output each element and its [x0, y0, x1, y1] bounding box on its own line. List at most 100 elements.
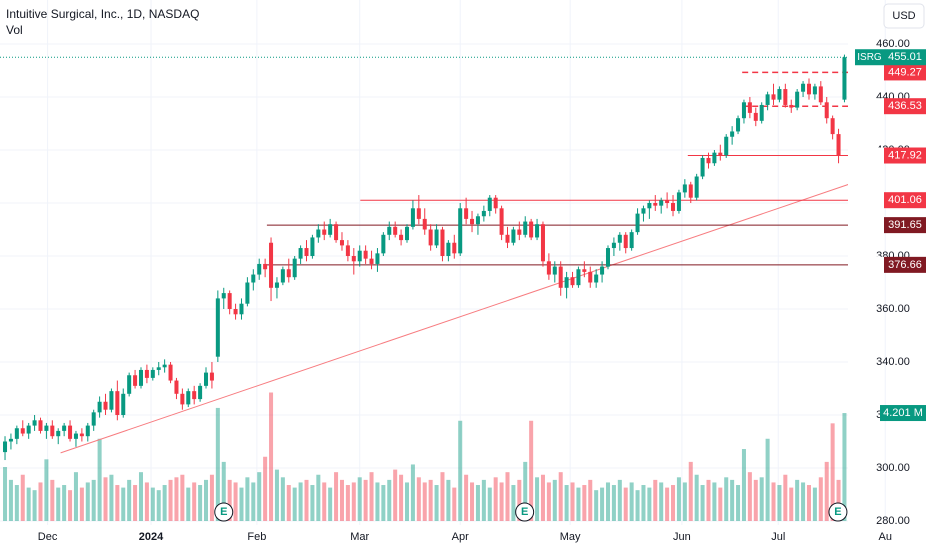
candle-body	[688, 184, 693, 198]
volume-bar	[635, 490, 640, 521]
candle-body	[375, 253, 380, 264]
volume-bar	[546, 482, 551, 521]
candle-body	[257, 263, 262, 275]
volume-bar	[85, 482, 90, 521]
volume-bar	[91, 479, 96, 521]
volume-bar	[174, 477, 179, 521]
volume-bar	[204, 479, 209, 521]
x-tick-label: 2024	[139, 531, 164, 543]
candle-body	[399, 234, 404, 241]
candle-body	[109, 391, 114, 410]
volume-bar	[659, 482, 664, 521]
volume-bar	[410, 464, 415, 521]
candle-body	[404, 226, 410, 241]
candle-body	[836, 134, 841, 156]
volume-bar	[322, 482, 327, 521]
candle-body	[676, 192, 681, 211]
candle-body	[115, 391, 120, 415]
x-tick-label: Mar	[350, 531, 369, 543]
volume-bar	[694, 474, 699, 521]
candle-body	[558, 266, 563, 288]
price-label: 417.92	[888, 149, 922, 161]
volume-bar	[765, 438, 770, 521]
volume-bar	[818, 477, 823, 521]
event-label: E	[834, 506, 841, 518]
symbol-box	[855, 49, 884, 66]
volume-bar	[121, 487, 126, 521]
price-label-box	[884, 217, 926, 234]
y-tick-label: 300.00	[876, 462, 910, 474]
candle-body	[38, 420, 43, 431]
currency[interactable]: USD	[892, 10, 915, 22]
volume-bar	[233, 482, 238, 521]
candle-body	[505, 234, 510, 243]
volume-bar	[741, 449, 746, 521]
y-tick-label: 360.00	[876, 303, 910, 315]
candle-body	[611, 242, 616, 249]
volume-bar	[428, 479, 433, 521]
volume-bar	[617, 479, 622, 521]
volume-bar	[221, 461, 226, 521]
volume-bar	[310, 485, 315, 521]
candle-body	[564, 277, 569, 288]
volume-bar	[422, 482, 427, 521]
candle-body	[192, 391, 197, 400]
volume-bar	[724, 477, 729, 521]
candle-body	[334, 224, 339, 241]
event-marker	[515, 502, 535, 522]
volume-bar	[789, 487, 794, 521]
candle-body	[517, 229, 522, 235]
candle-body	[280, 269, 285, 283]
volume-bar	[623, 487, 628, 521]
volume-bar	[529, 420, 534, 521]
candle-body	[588, 271, 593, 283]
volume-label: 4.201 M	[883, 407, 923, 419]
candle-body	[369, 258, 374, 264]
volume-bar	[475, 485, 480, 521]
volume-bar	[363, 479, 368, 521]
volume-bar	[44, 459, 49, 521]
candle-body	[665, 200, 670, 203]
volume-bar	[795, 479, 800, 521]
candle-body	[464, 208, 469, 219]
candle-body	[641, 208, 646, 214]
volume-bar	[594, 490, 599, 521]
volume-bar	[517, 479, 522, 521]
candle-body	[724, 136, 729, 156]
candle-body	[470, 218, 475, 225]
volume-bar	[783, 474, 788, 521]
candle-body	[529, 221, 534, 238]
volume-bar	[239, 487, 244, 521]
volume-bar	[26, 487, 31, 521]
trend-line	[60, 184, 848, 454]
volume-bar	[558, 472, 563, 521]
price-label-box	[884, 147, 926, 164]
volume-bar	[481, 479, 486, 521]
volume-label-box	[880, 405, 926, 422]
volume-bar	[186, 487, 191, 521]
volume-bar	[830, 423, 835, 521]
candle-body	[747, 102, 752, 113]
candle-body	[8, 438, 13, 442]
volume-bar	[458, 420, 463, 521]
y-tick-label: 280.00	[876, 515, 910, 527]
candle-body	[659, 200, 664, 206]
candle-body	[718, 152, 723, 156]
candle-body	[434, 229, 439, 246]
candle-body	[540, 224, 545, 262]
currency-button[interactable]	[883, 3, 925, 29]
candle-body	[440, 229, 445, 256]
volume-bar	[286, 485, 291, 521]
volume-bar	[706, 479, 711, 521]
volume-bar	[97, 438, 102, 521]
candle-body	[245, 282, 250, 304]
candle-body	[127, 375, 132, 394]
price-label-box	[884, 49, 926, 66]
volume-bar	[564, 485, 569, 521]
candle-body	[789, 104, 794, 108]
candle-body	[304, 248, 309, 256]
grid	[0, 0, 886, 525]
candle-body	[233, 309, 238, 315]
